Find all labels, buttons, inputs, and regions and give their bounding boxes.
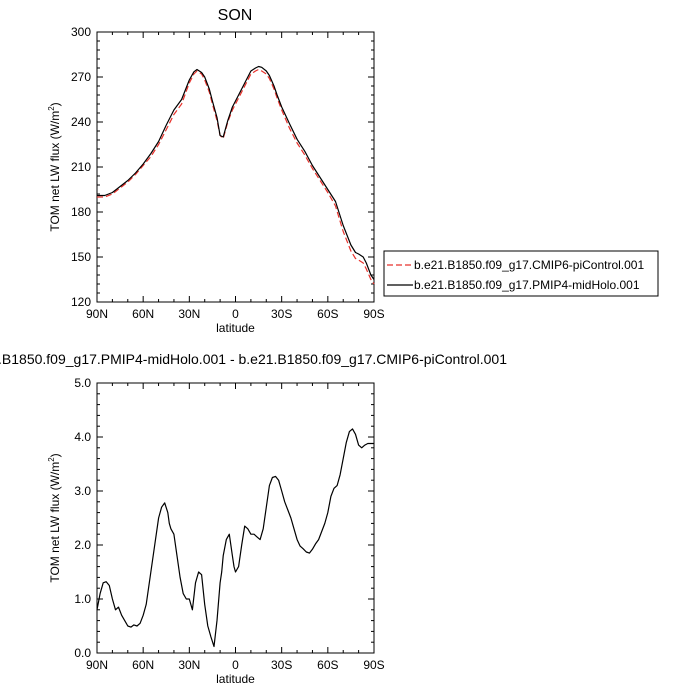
- bottom-xtick-label: 30N: [178, 658, 200, 672]
- legend-label-0: b.e21.B1850.f09_g17.CMIP6-piControl.001: [414, 258, 644, 272]
- bottom-xtick-label: 90N: [86, 658, 108, 672]
- top-xtick-label: 60S: [317, 307, 338, 321]
- top-xtick-label: 0: [232, 307, 239, 321]
- chart-bottom: b.e21.B1850.f09_g17.PMIP4-midHolo.001 - …: [0, 351, 507, 686]
- legend-box: [383, 250, 659, 297]
- bottom-ytick-label: 4.0: [74, 430, 91, 444]
- top-ytick-label: 240: [71, 115, 91, 129]
- top-xtick-label: 60N: [132, 307, 154, 321]
- top-xtick-label: 90N: [86, 307, 108, 321]
- bottom-xtick-label: 0: [232, 658, 239, 672]
- top-legend: b.e21.B1850.f09_g17.CMIP6-piControl.001b…: [383, 250, 659, 297]
- chart-bottom-title: b.e21.B1850.f09_g17.PMIP4-midHolo.001 - …: [0, 351, 507, 367]
- bottom-xtick-label: 60S: [317, 658, 338, 672]
- top-xtick-label: 30N: [178, 307, 200, 321]
- bottom-ytick-label: 1.0: [74, 592, 91, 606]
- top-ylabel: TOM net LW flux (W/m2): [47, 102, 62, 231]
- legend-label-1: b.e21.B1850.f09_g17.PMIP4-midHolo.001: [414, 278, 640, 292]
- top-ytick-label: 270: [71, 70, 91, 84]
- top-series-line-0: [97, 68, 375, 285]
- bottom-ytick-label: 2.0: [74, 538, 91, 552]
- top-xtick-label: 30S: [271, 307, 292, 321]
- bottom-ytick-label: 3.0: [74, 484, 91, 498]
- bottom-ytick-label: 0.0: [74, 646, 91, 660]
- top-ytick-label: 120: [71, 295, 91, 309]
- bottom-ylabel: TOM net LW flux (W/m2): [47, 453, 62, 582]
- top-series-line-1: [97, 65, 375, 280]
- top-ytick-label: 180: [71, 205, 91, 219]
- top-ytick-label: 300: [71, 25, 91, 39]
- bottom-plot-frame: [96, 382, 375, 654]
- bottom-xtick-label: 30S: [271, 658, 292, 672]
- bottom-ytick-label: 5.0: [74, 376, 91, 390]
- bottom-xtick-label: 60N: [132, 658, 154, 672]
- chart-top-title: SON: [218, 7, 253, 24]
- top-ytick-label: 150: [71, 250, 91, 264]
- chart-top: SON 90N 60N 30N 0 30S 60S 90S 120 150 180 210 240 27…: [47, 7, 659, 335]
- bottom-xtick-label: 90S: [363, 658, 384, 672]
- top-ytick-label: 210: [71, 160, 91, 174]
- bottom-series-line-0: [96, 428, 374, 648]
- top-plot-frame: [96, 31, 375, 303]
- top-xlabel: latitude: [216, 321, 255, 335]
- bottom-xlabel: latitude: [216, 672, 255, 686]
- top-xtick-label: 90S: [363, 307, 384, 321]
